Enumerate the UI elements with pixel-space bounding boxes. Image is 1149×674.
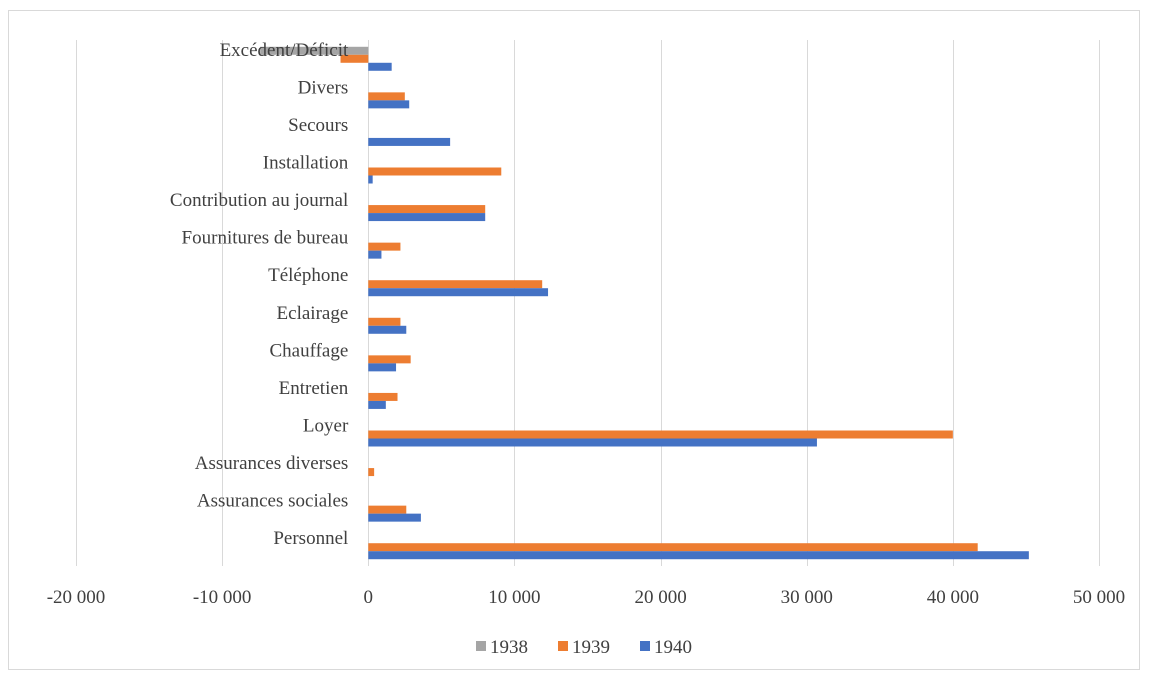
category-labels: Personnel Assurances sociales Assurances d…: [170, 40, 349, 549]
bar-1940-7: [368, 288, 549, 297]
bar-1940-1: [368, 513, 421, 522]
category-label: Eclairage: [277, 303, 349, 324]
bar-1939-13: [340, 54, 369, 63]
legend-label-1939: 1939: [572, 637, 610, 658]
category-label: Secours: [288, 115, 348, 136]
bar-1940-4: [368, 400, 386, 409]
x-tick-label: 40 000: [927, 587, 979, 608]
legend-swatch-1939: [558, 641, 568, 651]
gridlines: [76, 40, 1100, 566]
bar-1939-5: [368, 355, 411, 364]
legend-swatch-1940: [640, 641, 650, 651]
x-tick-label: -10 000: [193, 587, 252, 608]
category-label: Personnel: [273, 528, 348, 549]
legend-label-1940: 1940: [654, 637, 692, 658]
bar-1940-6: [368, 325, 407, 334]
bar-1940-9: [368, 213, 486, 222]
category-label: Entretien: [279, 378, 349, 399]
x-tick-label: 10 000: [488, 587, 540, 608]
bar-1939-12: [368, 92, 405, 101]
bars: [260, 46, 1029, 560]
category-label: Contribution au journal: [170, 190, 348, 211]
bar-1939-8: [368, 242, 401, 251]
category-label: Chauffage: [269, 340, 348, 361]
bar-1940-10: [368, 175, 373, 184]
bar-1940-0: [368, 551, 1029, 560]
x-tick-label: 50 000: [1073, 587, 1125, 608]
x-tick-label: -20 000: [47, 587, 106, 608]
bar-1938-13: [260, 46, 369, 55]
category-label: Assurances sociales: [197, 491, 348, 512]
x-tick-label: 30 000: [781, 587, 833, 608]
category-label: Divers: [298, 77, 349, 98]
x-tick-label: 0: [364, 587, 374, 608]
category-label: Assurances diverses: [195, 453, 349, 474]
category-label: Installation: [263, 153, 349, 174]
bar-1939-4: [368, 392, 398, 401]
bar-1939-10: [368, 167, 502, 176]
bar-1939-7: [368, 280, 543, 289]
legend-label-1938: 1938: [490, 637, 528, 658]
legend: 1938 1939 1940: [476, 637, 692, 658]
category-label: Téléphone: [268, 265, 348, 286]
category-label: Loyer: [303, 416, 349, 437]
bar-1940-3: [368, 438, 817, 447]
category-label: Excédent/Déficit: [220, 40, 349, 61]
bar-1940-8: [368, 250, 382, 259]
bar-1940-13: [368, 62, 392, 71]
bar-1939-6: [368, 317, 401, 326]
bar-1939-2: [368, 468, 375, 477]
legend-swatch-1938: [476, 641, 486, 651]
bar-1939-3: [368, 430, 953, 439]
bar-1939-0: [368, 543, 978, 552]
bar-1939-1: [368, 505, 407, 514]
chart-frame: [8, 10, 1140, 670]
category-label: Fournitures de bureau: [182, 228, 349, 249]
bar-1939-9: [368, 205, 486, 214]
bar-1940-5: [368, 363, 397, 372]
bar-1940-12: [368, 100, 410, 109]
bar-1940-11: [368, 137, 451, 146]
x-tick-labels: -20 000 -10 000 0 10 000 20 000 30 000 40 000 5…: [47, 587, 1125, 608]
x-tick-label: 20 000: [634, 587, 686, 608]
